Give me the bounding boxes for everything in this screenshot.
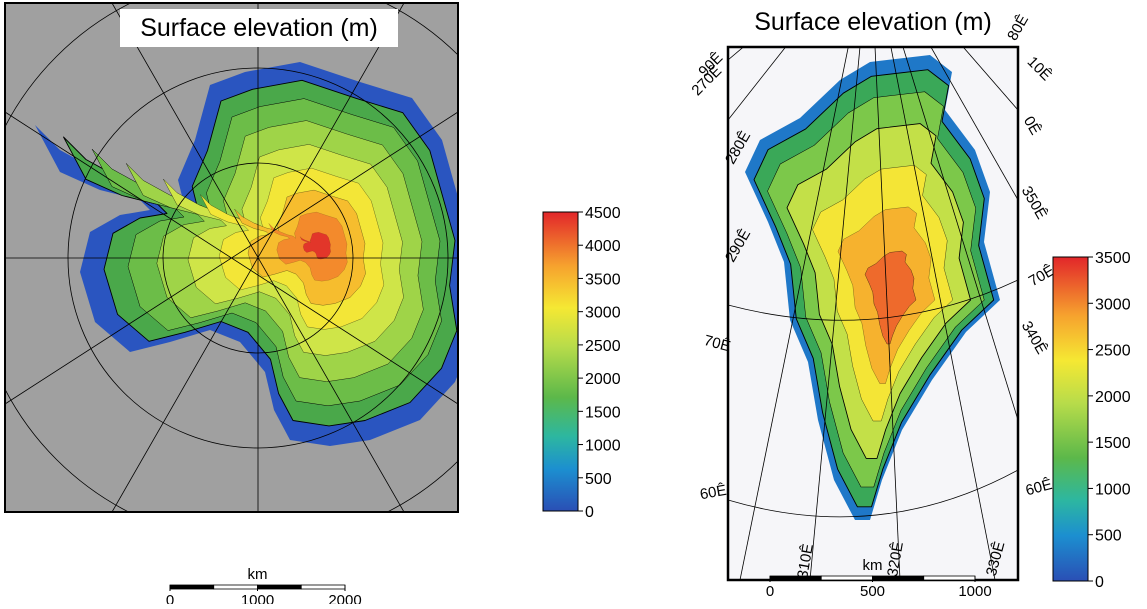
colorbar-label: 2500 xyxy=(585,338,621,355)
graticule-label: 60Ê xyxy=(699,482,728,503)
graticule-label: 70Ê xyxy=(702,332,732,355)
graticule-label: 310Ê xyxy=(794,542,817,579)
colorbar xyxy=(1052,256,1089,582)
graticule-label: 350Ê xyxy=(1018,183,1050,222)
colorbar-label: 2000 xyxy=(585,371,621,388)
colorbar-label: 4000 xyxy=(585,238,621,255)
graticule-label: 80Ê xyxy=(1004,12,1032,44)
scale-label: 1000 xyxy=(241,592,274,604)
scale-label: 0 xyxy=(166,592,174,604)
scale-unit: km xyxy=(863,557,883,574)
scale-segment xyxy=(169,584,215,590)
map-title: Surface elevation (m) xyxy=(140,14,378,42)
graticule-label: 60Ê xyxy=(1024,476,1054,499)
colorbar-label: 1500 xyxy=(585,404,621,421)
greenland-map xyxy=(728,47,1018,580)
elevation-band xyxy=(864,250,917,345)
colorbar-label: 0 xyxy=(585,504,594,521)
graticule-label: 340Ê xyxy=(1018,318,1050,357)
graticule xyxy=(728,47,1018,580)
graticule-label: 320Ê xyxy=(884,540,907,577)
ice-sheet xyxy=(745,55,1000,520)
graticule-label: 10Ê xyxy=(1024,53,1055,84)
colorbar-label: 2500 xyxy=(1095,343,1131,360)
scale-segment xyxy=(300,584,346,590)
map-title: Surface elevation (m) xyxy=(754,8,992,36)
colorbar-label: 3500 xyxy=(585,271,621,288)
colorbar-label: 4500 xyxy=(585,205,621,222)
scale-segment xyxy=(769,575,822,581)
map-frame xyxy=(4,2,459,513)
scale-label: 0 xyxy=(766,583,774,600)
colorbar xyxy=(542,211,579,512)
colorbar-label: 500 xyxy=(585,471,612,488)
scale-unit: km xyxy=(248,566,268,583)
graticule xyxy=(5,3,458,512)
colorbar-label: 1000 xyxy=(1095,481,1131,498)
scale-label: 1000 xyxy=(958,583,991,600)
scale-segment xyxy=(213,584,258,590)
scale-segment xyxy=(257,584,302,590)
scale-label: 2000 xyxy=(328,592,361,604)
scale-segment xyxy=(820,575,873,581)
graticule-label: 0Ê xyxy=(1020,114,1044,138)
scale-segment xyxy=(872,575,925,581)
colorbar-label: 500 xyxy=(1095,528,1122,545)
colorbar-label: 0 xyxy=(1095,574,1104,591)
antarctica-map xyxy=(5,3,458,512)
scale-segment xyxy=(923,575,976,581)
colorbar-label: 3000 xyxy=(1095,296,1131,313)
scale-label: 500 xyxy=(860,583,885,600)
title-box xyxy=(120,9,398,47)
colorbar-label: 1000 xyxy=(585,438,621,455)
colorbar-label: 3000 xyxy=(585,305,621,322)
colorbar-label: 3500 xyxy=(1095,250,1131,267)
elevation-band xyxy=(300,232,331,260)
colorbar-label: 1500 xyxy=(1095,435,1131,452)
colorbar-label: 2000 xyxy=(1095,389,1131,406)
